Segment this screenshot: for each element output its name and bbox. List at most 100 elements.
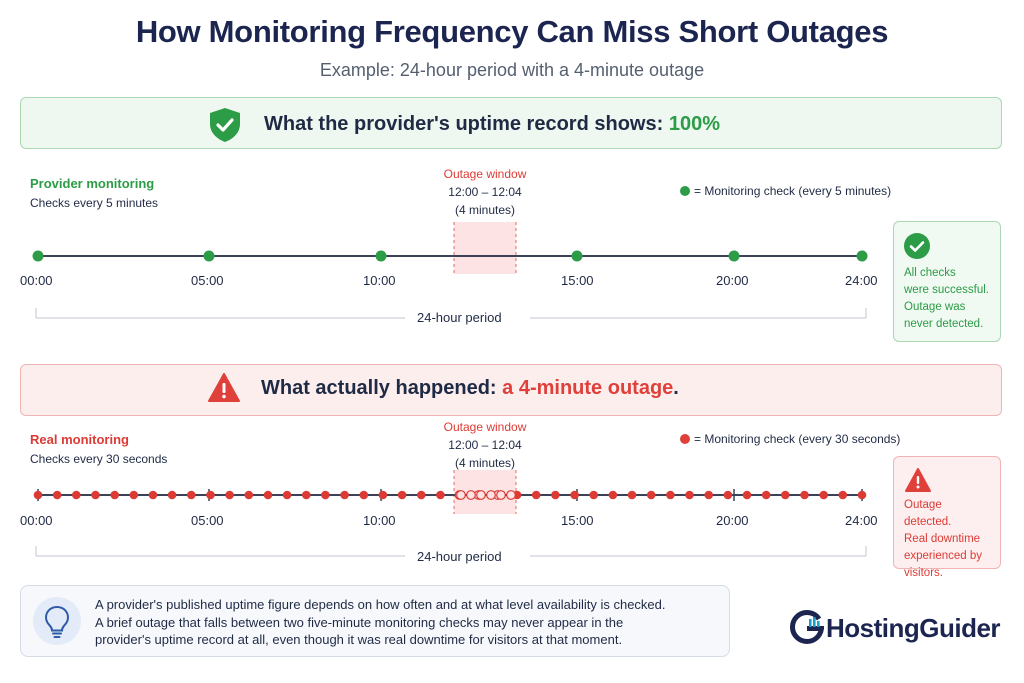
real-outage-check-dot — [466, 490, 476, 500]
real-check-dot — [781, 490, 790, 500]
real-check-dot — [436, 490, 445, 500]
real-check-dot — [685, 490, 694, 500]
real-check-dot — [282, 490, 292, 500]
real-check-dot — [819, 490, 828, 500]
provider-banner-label: What the provider's uptime record shows: — [264, 113, 664, 135]
real-check-dot — [263, 490, 273, 500]
lightbulb-icon — [33, 597, 81, 645]
real-check-dot — [206, 490, 215, 500]
provider-tick-2000: 20:00 — [716, 273, 749, 288]
provider-legend-text: = Monitoring check (every 5 minutes) — [694, 184, 892, 198]
page-subtitle: Example: 24-hour period with a 4-minute … — [319, 60, 705, 80]
real-check-dot — [742, 490, 752, 500]
legend-red-dot-icon — [680, 434, 690, 444]
note-line-2: A brief outage that falls between two fi… — [95, 614, 624, 630]
real-check-dot — [589, 490, 598, 500]
real-check-dot — [52, 490, 62, 500]
real-legend: = Monitoring check (every 30 seconds) — [680, 432, 900, 446]
real-check-dot — [110, 490, 119, 500]
real-check-dot — [225, 490, 234, 500]
real-check-dot — [761, 490, 771, 500]
real-check-dot — [244, 490, 254, 500]
real-tick-0500: 05:00 — [191, 513, 224, 528]
real-check-dot — [187, 490, 196, 500]
real-check-dot — [167, 490, 177, 500]
note-line-1: A provider's published uptime figure dep… — [95, 597, 666, 612]
real-check-dot — [359, 490, 369, 500]
real-check-dot — [531, 490, 541, 500]
real-check-dot — [321, 490, 330, 500]
real-outage-check-dot — [486, 490, 496, 500]
provider-monitoring-title: Provider monitoring — [30, 176, 155, 191]
real-check-dot — [723, 490, 733, 500]
real-outage-value: a 4-minute outage — [502, 377, 674, 399]
real-outage-check-dot — [476, 490, 486, 500]
real-check-dot — [148, 490, 158, 500]
provider-monitoring-subtitle: Checks every 5 minutes — [30, 196, 159, 210]
real-outage-window-label: Outage window 12:00 – 12:04 (4 minutes) — [415, 418, 555, 472]
real-timeline — [33, 470, 867, 557]
real-outage-duration: (4 minutes) — [454, 456, 516, 470]
provider-tick-0000: 00:00 — [20, 273, 53, 288]
real-status-line-2: Real downtime — [904, 533, 981, 545]
provider-period-label: 24-hour period — [407, 310, 512, 325]
provider-check-dot — [856, 250, 868, 262]
page-title: How Monitoring Frequency Can Miss Short … — [135, 14, 889, 49]
provider-banner-text: What the provider's uptime record shows:… — [264, 113, 720, 136]
real-tick-0000: 00:00 — [20, 513, 53, 528]
provider-outage-duration: (4 minutes) — [454, 203, 516, 217]
brand-logo: HostingGuider — [789, 609, 1001, 645]
note-line-3: provider's uptime record at all, even th… — [95, 632, 623, 647]
real-outage-check-dot — [456, 490, 466, 500]
provider-outage-time: 12:00 – 12:04 — [448, 185, 522, 199]
provider-status-line-3: Outage was — [904, 301, 966, 313]
provider-tick-1000: 10:00 — [363, 273, 396, 288]
real-check-dot — [129, 490, 139, 500]
real-check-dot — [666, 490, 675, 500]
provider-status-line-2: were successful. — [904, 284, 990, 296]
provider-tick-2400: 24:00 — [845, 273, 878, 288]
real-status-line-3: experienced by — [904, 550, 982, 562]
legend-green-dot-icon — [680, 186, 690, 196]
real-legend-text: = Monitoring check (every 30 seconds) — [694, 432, 901, 446]
real-period-label: 24-hour period — [407, 549, 512, 564]
real-check-dot — [570, 490, 579, 500]
provider-check-dot — [203, 250, 215, 262]
real-outage-check-dot — [496, 490, 506, 500]
provider-tick-0500: 05:00 — [191, 273, 224, 288]
real-check-dot — [397, 490, 407, 500]
provider-tick-1500: 15:00 — [561, 273, 594, 288]
real-check-dot — [340, 490, 349, 500]
real-check-dot — [417, 490, 426, 500]
provider-uptime-value: 100% — [668, 113, 720, 135]
real-check-dot — [72, 490, 81, 500]
real-outage-check-dot — [506, 490, 516, 500]
real-check-dot — [800, 490, 809, 500]
real-check-dot — [551, 490, 560, 500]
real-outage-label: Outage window — [443, 420, 527, 434]
real-check-dot — [646, 490, 656, 500]
warning-triangle-small-icon — [905, 468, 931, 492]
provider-check-dot — [375, 250, 387, 262]
real-status-box: Outage detected. Real downtime experienc… — [893, 456, 1001, 579]
provider-legend: = Monitoring check (every 5 minutes) — [680, 184, 891, 198]
real-monitoring-subtitle: Checks every 30 seconds — [30, 452, 168, 466]
real-check-dot — [627, 490, 637, 500]
check-circle-icon — [904, 233, 930, 259]
warning-triangle-icon — [208, 373, 240, 402]
real-tick-1000: 10:00 — [363, 513, 396, 528]
real-banner-label: What actually happened: — [261, 377, 497, 399]
real-banner-suffix: . — [673, 377, 679, 399]
provider-timeline — [32, 222, 868, 319]
provider-uptime-banner — [20, 97, 1002, 149]
real-outage-banner — [20, 364, 1002, 416]
real-banner-text: What actually happened: a 4-minute outag… — [261, 377, 679, 400]
real-check-dot — [91, 490, 100, 500]
explanation-note-box — [20, 585, 730, 657]
provider-status-box: All checks were successful. Outage was n… — [893, 221, 1001, 342]
explanation-note-text: A provider's published uptime figure dep… — [95, 596, 735, 649]
real-check-dot — [302, 490, 311, 500]
brand-name: HostingGuider — [826, 613, 1001, 643]
real-tick-2400: 24:00 — [845, 513, 878, 528]
hostingguider-logo-icon — [789, 609, 825, 645]
